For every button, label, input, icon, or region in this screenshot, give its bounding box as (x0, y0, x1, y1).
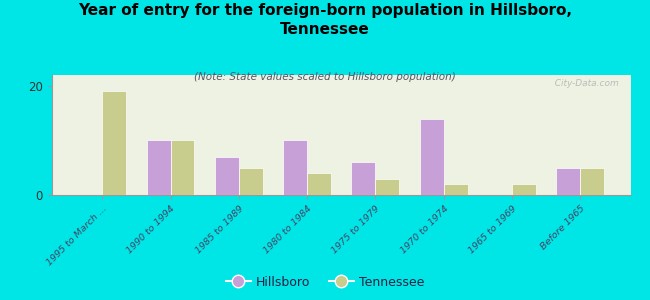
Bar (239, 168, 263, 195)
Bar (512, 184, 536, 195)
Bar (170, 140, 194, 195)
Bar (580, 168, 605, 195)
Text: (Note: State values scaled to Hillsboro population): (Note: State values scaled to Hillsboro … (194, 72, 456, 82)
Bar (215, 157, 239, 195)
Bar (376, 178, 399, 195)
Bar (556, 168, 580, 195)
Text: City-Data.com: City-Data.com (549, 79, 619, 88)
Bar (147, 140, 170, 195)
Legend: Hillsboro, Tennessee: Hillsboro, Tennessee (221, 271, 429, 294)
Bar (420, 118, 444, 195)
Bar (352, 162, 376, 195)
Bar (307, 173, 331, 195)
Bar (444, 184, 467, 195)
Text: Year of entry for the foreign-born population in Hillsboro,
Tennessee: Year of entry for the foreign-born popul… (78, 3, 572, 37)
Bar (102, 92, 126, 195)
Bar (283, 140, 307, 195)
